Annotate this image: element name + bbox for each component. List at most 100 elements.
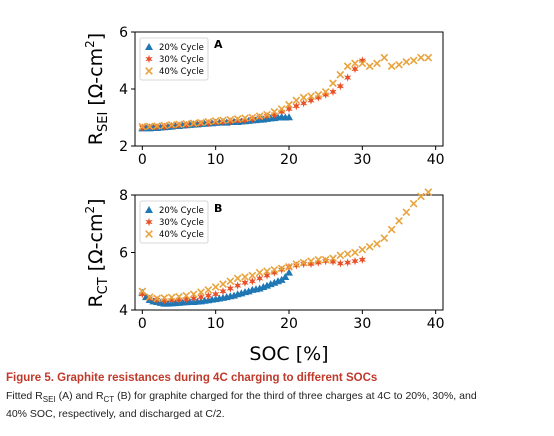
data-point [314,93,322,102]
data-point [190,120,198,129]
data-point [175,120,183,129]
data-point [329,254,337,263]
data-point [175,292,183,301]
legend-entry: 30% Cycle [159,218,204,228]
data-point [255,268,264,277]
data-point [248,113,257,122]
data-point [343,250,352,258]
data-point [256,274,264,283]
series-star [138,255,366,305]
data-point [285,263,293,271]
legend-marker [145,230,153,238]
data-point [204,291,212,300]
data-point [299,258,308,267]
data-point [175,295,183,304]
data-point [417,192,425,201]
data-point [387,62,396,71]
data-point [395,60,403,69]
legend-box [139,37,209,81]
legend-entry: 20% Cycle [159,206,204,216]
data-point [160,294,169,302]
x-tick-label: 20 [280,316,298,332]
panel-a-axes: 0 10 20 30 40 2 4 6 [119,25,445,168]
data-point [248,114,256,124]
data-point [182,294,190,304]
data-point [285,268,293,276]
data-point [197,292,205,302]
legend-entry: 20% Cycle [159,43,204,53]
data-point [234,116,242,126]
data-point [299,93,308,102]
data-point [409,199,418,208]
data-point [153,122,161,130]
data-point [241,116,249,125]
data-point [270,268,278,277]
data-point [314,255,323,264]
x-tick-label: 20 [280,152,298,168]
data-point [248,271,257,280]
data-point [263,267,271,276]
data-point [278,265,286,274]
data-point [351,248,359,257]
data-point [197,119,205,128]
x-tick-label: 0 [138,152,147,168]
data-point [277,105,286,113]
data-point [138,287,147,296]
legend-entry: 30% Cycle [159,55,204,65]
y-tick-label: 2 [119,139,128,155]
caption-text: Fitted R [6,390,43,402]
data-point [197,118,205,127]
data-point [189,119,198,128]
data-point [167,293,176,302]
data-point [197,288,205,297]
data-point [322,90,330,99]
data-point [281,272,290,280]
data-point [358,245,367,254]
data-point [168,296,176,305]
series-x [138,53,433,131]
data-point [307,96,315,105]
data-point [241,278,249,287]
x-tick-label: 30 [353,152,371,168]
data-point [270,110,278,119]
data-point [219,280,227,288]
y-tick-label: 6 [119,246,128,262]
data-point [204,286,213,294]
data-point [145,122,154,131]
data-point [365,62,374,71]
data-point [160,121,169,130]
legend-entry: 40% Cycle [159,230,204,240]
data-point [233,274,242,283]
panel-b-axes: 0 10 20 30 40 4 6 8 [119,188,445,332]
data-point [285,100,293,109]
data-point [182,291,191,300]
data-point [380,53,389,62]
caption-text: (B) for graphite charged for the third o… [114,390,477,402]
data-point [402,58,411,66]
data-point [263,111,271,121]
data-point [300,99,308,108]
series-x [138,188,433,303]
data-point [307,257,315,265]
data-point [307,259,315,269]
data-point [175,121,183,130]
data-point [160,122,168,131]
data-point [351,59,359,68]
data-point [189,290,198,299]
data-point [153,295,161,305]
caption-subscript: CT [103,395,115,405]
data-point [219,287,227,296]
data-point [212,118,220,127]
data-point [358,56,366,65]
data-point [402,208,411,217]
data-point [241,273,249,281]
data-point [270,265,279,274]
data-point [336,259,344,268]
data-point [373,59,381,68]
data-point [336,81,344,91]
data-point [270,107,279,116]
data-point [380,234,389,242]
data-point [226,117,234,126]
panel-a-label: A [214,38,223,51]
